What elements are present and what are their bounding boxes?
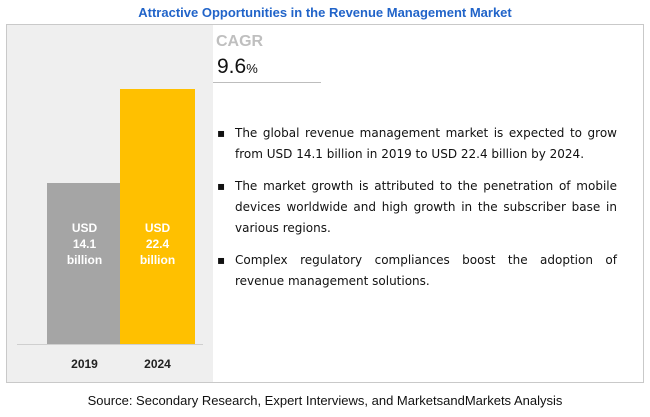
x-axis	[17, 344, 203, 345]
bar-value-label-line: billion	[66, 253, 103, 267]
bar-chart-area: USD 14.1 billion 2019 USD 22.4 billion 2024	[7, 25, 213, 382]
bar-value-label-line: billion	[139, 253, 176, 267]
chart-title: Attractive Opportunities in the Revenue …	[138, 5, 512, 20]
bar-value-label-line: 22.4	[145, 237, 170, 251]
bar-2019	[47, 183, 122, 344]
bar-value-label: USD 14.1 billion	[47, 220, 122, 268]
infographic-panel: USD 14.1 billion 2019 USD 22.4 billion 2024 CAG…	[6, 24, 644, 383]
x-tick-label: 2024	[144, 357, 171, 371]
bar-value-label: USD 22.4 billion	[120, 220, 195, 268]
key-point: Complex regulatory compliances boost the…	[217, 250, 617, 292]
cagr-divider	[213, 82, 321, 83]
key-points-list: The global revenue management market is …	[217, 123, 617, 303]
source-note: Source: Secondary Research, Expert Inter…	[87, 393, 563, 408]
cagr-value: 9.6%	[217, 55, 258, 78]
key-point: The global revenue management market is …	[217, 123, 617, 165]
bar-value-label-line: USD	[144, 221, 171, 235]
cagr-label: CAGR	[216, 33, 264, 50]
x-tick-label: 2019	[71, 357, 98, 371]
bar-value-label-line: USD	[71, 221, 98, 235]
bar-2024	[120, 89, 195, 344]
key-point: The market growth is attributed to the p…	[217, 176, 617, 239]
bar-value-label-line: 14.1	[72, 237, 97, 251]
